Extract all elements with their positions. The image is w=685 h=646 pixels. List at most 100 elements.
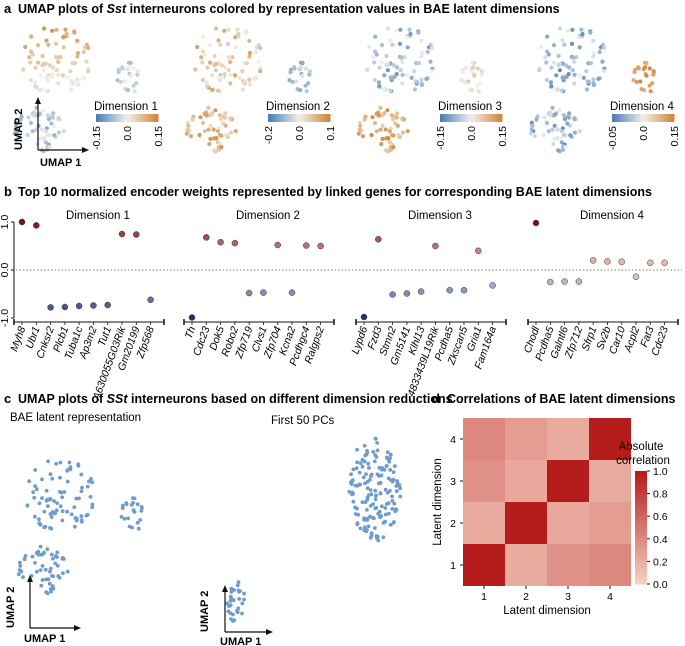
colorbar-segment	[612, 114, 616, 122]
umap-a-point	[426, 45, 431, 50]
axis-y-arrowhead	[222, 585, 228, 592]
umap-a-point	[430, 45, 435, 51]
colorbar-segment	[289, 114, 294, 122]
umap-a-point	[207, 43, 213, 48]
colorbar-tick: -0.2	[263, 126, 275, 144]
y-tick-label: -1.0	[0, 309, 11, 327]
weight-point	[632, 273, 640, 280]
colorbar-segment	[474, 114, 478, 122]
colorbar-segment	[649, 114, 653, 122]
umap-c-point	[37, 501, 42, 506]
umap-a-point	[209, 112, 214, 117]
umap-a-point	[419, 54, 424, 59]
umap-a-point	[202, 52, 207, 57]
umap-pc-point	[231, 598, 236, 603]
umap-pc-point	[365, 450, 370, 455]
colorbar-tick: -0.15	[91, 126, 103, 150]
weight-point	[231, 239, 239, 247]
umap-a-point	[116, 70, 121, 75]
umap-pc-point	[357, 470, 362, 475]
colorbar-segment	[489, 114, 494, 122]
colorbar-segment	[139, 114, 143, 122]
colorbar-segment	[308, 114, 312, 122]
umap-a-point	[392, 74, 397, 80]
umap-a-point	[387, 88, 393, 93]
umap-a-point	[559, 129, 565, 134]
umap-a-point	[400, 130, 405, 135]
umap-c-point	[41, 551, 46, 556]
umap-c-point	[72, 505, 77, 510]
umap-c-point	[36, 552, 41, 557]
umap-a-point	[201, 34, 206, 39]
umap-a-point	[372, 60, 377, 65]
umap-a-point	[33, 84, 38, 89]
umap-a-point	[213, 68, 218, 73]
umap-pc-point	[367, 478, 372, 482]
umap-pc-point	[363, 481, 367, 486]
umap-c-point	[75, 516, 79, 521]
colorbar-segment	[664, 114, 669, 122]
umap-a-point	[228, 117, 233, 122]
umap-a-point	[371, 55, 376, 60]
umap-c-point	[79, 514, 84, 518]
umap-a-point	[377, 65, 382, 70]
colorbar-segment	[667, 114, 672, 122]
umap-pc-point	[391, 470, 396, 475]
umap-a-point	[68, 87, 73, 92]
umap-pc-point	[366, 524, 371, 529]
umap-pc-point	[390, 507, 395, 511]
umap-a-point	[636, 65, 641, 70]
umap-a-point	[120, 65, 125, 70]
umap-a-point	[299, 65, 304, 70]
umap-c-point	[22, 557, 27, 562]
umap-a-point	[550, 127, 555, 132]
axis-x-arrowhead	[266, 629, 273, 635]
colorbar-segment	[292, 114, 297, 122]
umap-a-point	[430, 69, 435, 74]
umap-a-point	[30, 129, 35, 134]
dimension-title: Dimension 2	[236, 210, 300, 222]
umap-c-point	[16, 572, 21, 577]
weights-dimension-3: Dimension 3Lypd6Fzd3Stmn2Gm5141Klhl13483…	[349, 210, 507, 398]
umap-c-point	[53, 561, 58, 566]
umap-a-point	[399, 55, 404, 60]
umap-a-point	[211, 127, 216, 132]
colorbar-segment	[314, 114, 319, 122]
umap-a-point	[215, 88, 221, 93]
umap-a-point	[298, 88, 303, 93]
umap-a-point	[228, 81, 233, 86]
colorbar-segment	[635, 482, 647, 487]
umap-pc-point	[395, 479, 399, 483]
umap-pc-point	[381, 535, 386, 540]
umap-a-point	[394, 28, 399, 33]
umap-a-point	[184, 131, 189, 136]
umap-a-point	[210, 73, 215, 78]
colorbar-segment	[286, 114, 291, 122]
umap-a-point	[424, 76, 429, 81]
umap-a-point	[35, 142, 40, 147]
umap-c-point	[79, 518, 84, 523]
umap-a-point	[28, 60, 33, 65]
umap-pc-point	[390, 499, 395, 503]
colorbar-segment	[655, 114, 659, 122]
colorbar-tick: 1.0	[653, 466, 668, 478]
umap-c-point	[40, 477, 44, 482]
umap-a-point	[376, 80, 381, 85]
umap-a-point	[387, 129, 392, 134]
weight-point	[647, 259, 654, 267]
umap-a-point	[557, 108, 562, 113]
umap-a-point	[29, 34, 34, 39]
colorbar-segment	[117, 114, 122, 122]
umap-a-point	[208, 123, 213, 128]
umap-a-point	[75, 81, 80, 86]
colorbar-segment	[635, 508, 647, 513]
umap-a-point	[548, 113, 553, 118]
umap-a-point	[596, 76, 601, 81]
weight-point	[317, 242, 324, 250]
umap-pc-point	[385, 490, 390, 495]
umap-a-point	[569, 41, 575, 47]
umap-c-point	[77, 496, 81, 501]
umap-a-point	[384, 63, 389, 68]
umap-pc-point	[240, 601, 245, 606]
umap-pc-point	[398, 494, 403, 499]
